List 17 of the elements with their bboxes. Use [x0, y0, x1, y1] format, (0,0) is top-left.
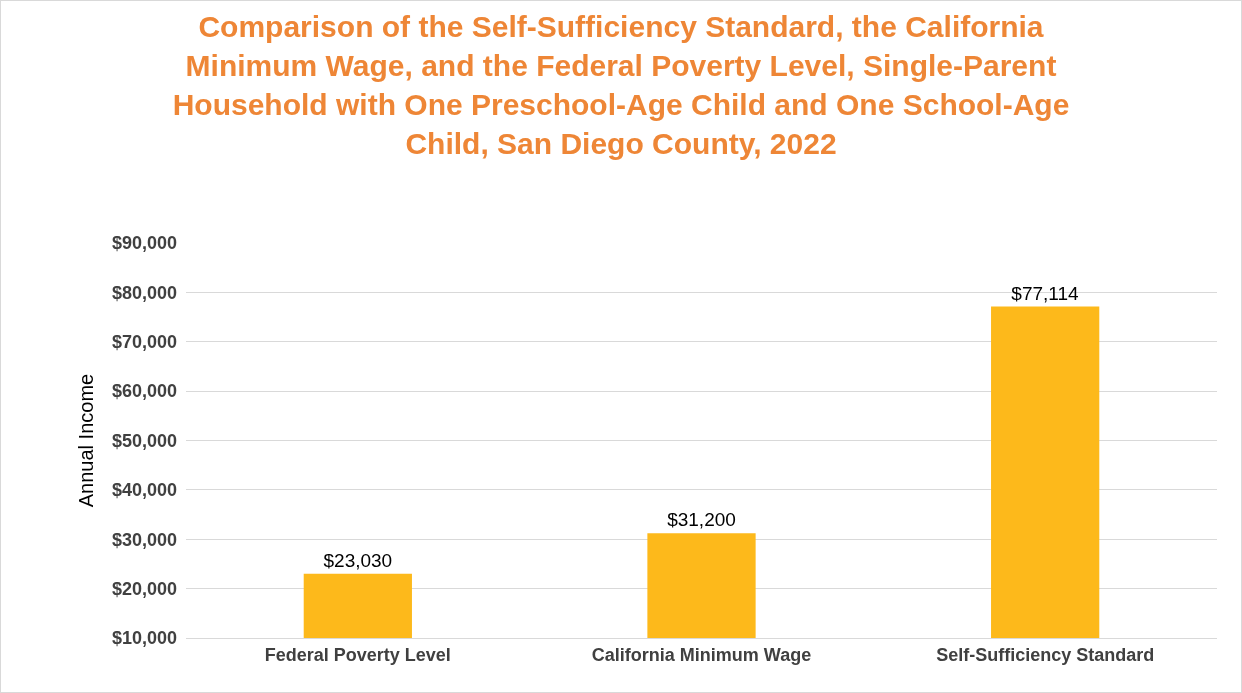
y-tick-label: $30,000: [111, 529, 177, 550]
x-tick-label: California Minimum Wage: [591, 644, 812, 665]
y-tick-label: $90,000: [111, 233, 177, 254]
data-label: $77,114: [1011, 282, 1080, 304]
x-tick-label: Self-Sufficiency Standard: [936, 644, 1155, 665]
y-tick-label: $70,000: [111, 332, 177, 353]
y-tick-label: $80,000: [111, 282, 177, 303]
chart-title: Comparison of the Self-Sufficiency Standard, the California Minimum Wage, and the Federal Poverty Level, Single-Parent Household with One Preschool-Age Child and One School-Age Child, San Diego County, 2022: [172, 9, 1070, 160]
y-tick-label: $60,000: [111, 381, 177, 402]
data-label: $31,200: [667, 509, 736, 531]
y-axis-title: Annual Income: [75, 373, 98, 508]
x-tick-label: Federal Poverty Level: [264, 644, 451, 665]
data-label: $23,030: [323, 549, 393, 571]
y-tick-label: $20,000: [111, 578, 177, 599]
y-tick-label: $50,000: [111, 430, 177, 451]
y-tick-label: $40,000: [111, 480, 177, 501]
y-tick-label: $10,000: [111, 628, 177, 649]
